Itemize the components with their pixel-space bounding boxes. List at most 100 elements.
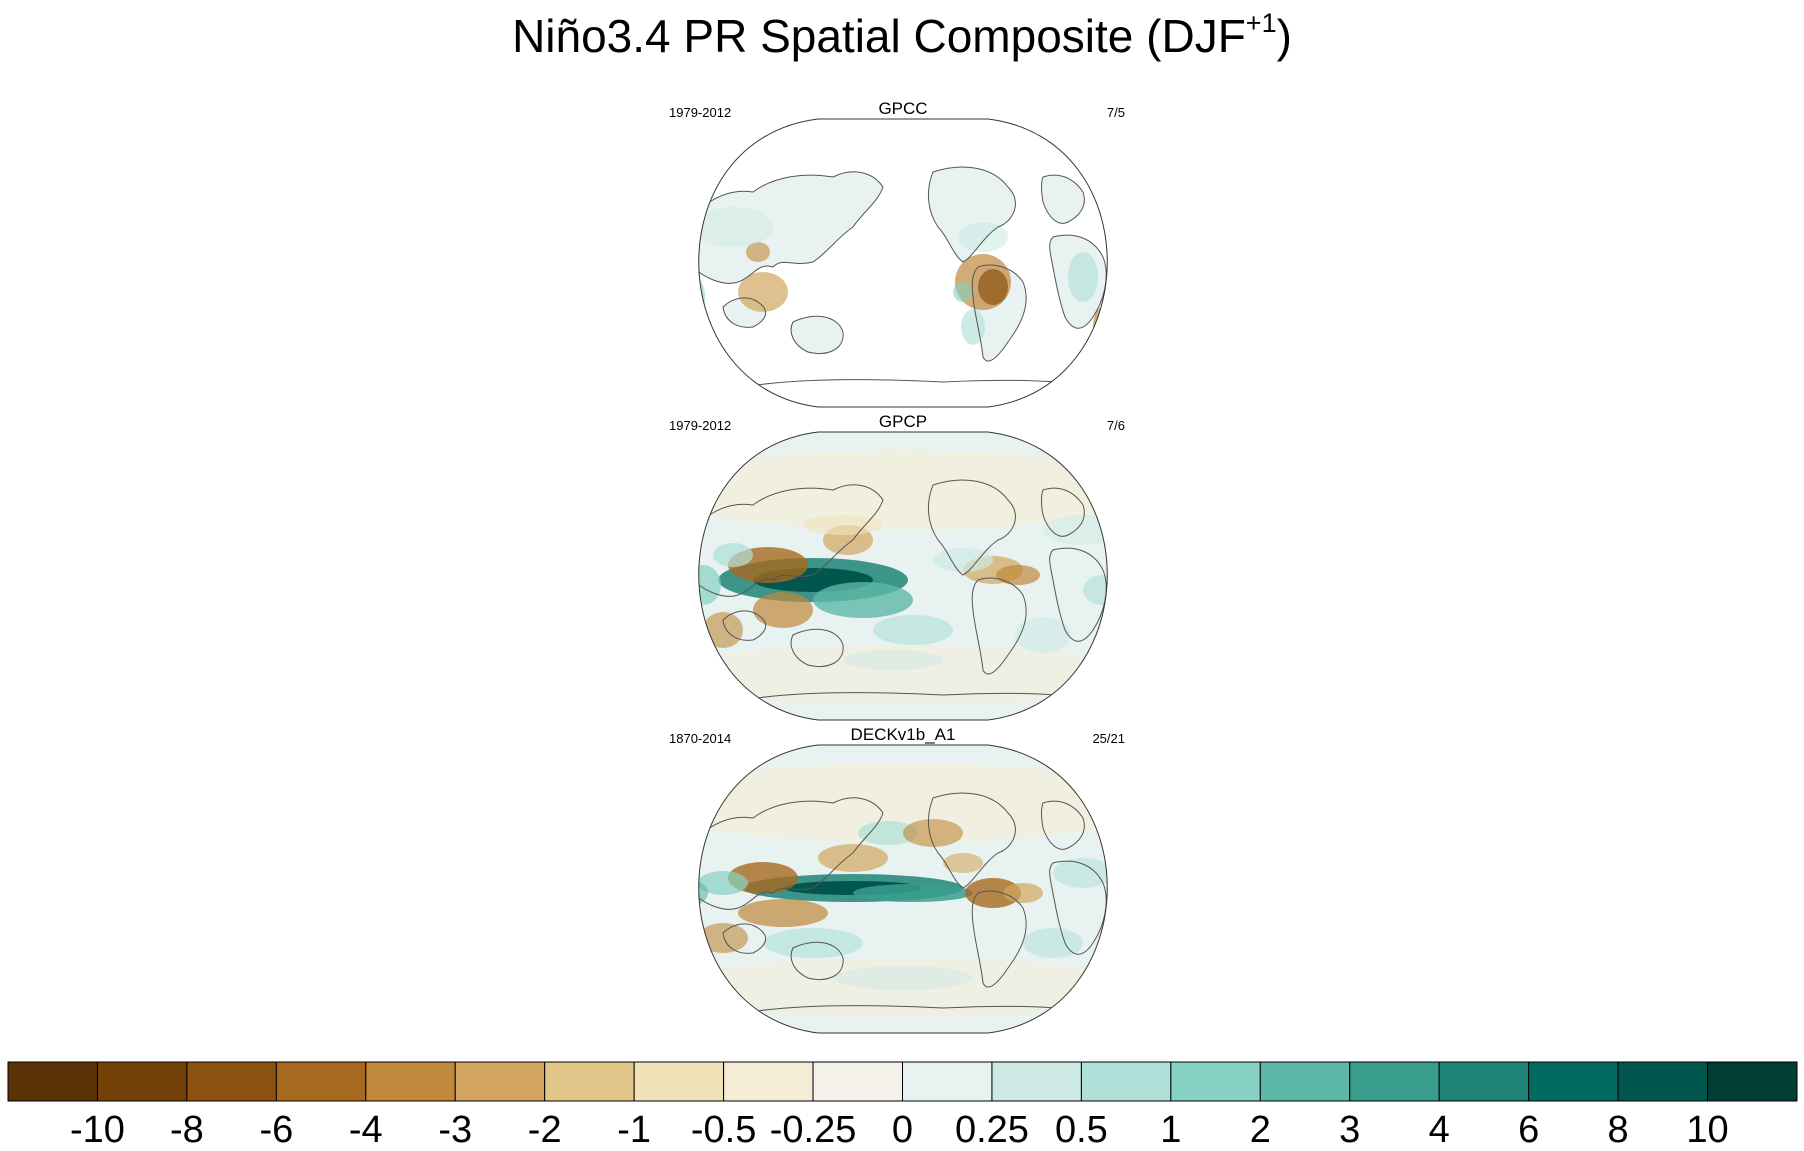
colorbar-label: 3 <box>1339 1109 1360 1151</box>
anomaly-region <box>763 928 863 958</box>
anomaly-region <box>713 543 753 567</box>
coastline <box>1041 174 1085 224</box>
panel-gpcc: GPCC 1979-2012 7/5 <box>663 99 1143 411</box>
colorbar-box <box>454 1061 546 1102</box>
colorbar-box <box>1259 1061 1351 1102</box>
anomaly-region <box>978 269 1008 305</box>
colorbar-box <box>365 1061 456 1102</box>
coastline <box>1041 487 1085 537</box>
anomaly-region <box>953 282 973 302</box>
colorbar-label: -10 <box>70 1109 125 1151</box>
colorbar-box <box>633 1061 725 1102</box>
panel-title: GPCC <box>878 99 928 118</box>
colorbar-box <box>1170 1061 1261 1102</box>
coastline <box>722 610 767 641</box>
anomaly-region <box>843 650 943 670</box>
anomaly-region <box>996 565 1040 585</box>
coastline <box>1041 800 1085 850</box>
anomaly-region <box>943 853 983 873</box>
colorbar-label: 1 <box>1160 1109 1181 1151</box>
colorbar-label: -4 <box>349 1109 383 1151</box>
anomaly-region <box>803 515 883 535</box>
colorbar-label: 6 <box>1518 1109 1539 1151</box>
coastline <box>927 792 1016 889</box>
map-deckv1b-a1 <box>698 744 1108 1034</box>
panel-count: 25/21 <box>1092 731 1125 746</box>
colorbar-box <box>186 1061 277 1102</box>
coastline <box>1049 860 1107 955</box>
colorbar-label: -2 <box>528 1109 562 1151</box>
anomaly-region <box>698 565 721 605</box>
coastline <box>722 297 767 328</box>
coastline <box>971 577 1027 675</box>
colorbar-box <box>902 1061 993 1102</box>
coastline <box>790 628 844 667</box>
anomaly-region <box>1023 928 1083 958</box>
coastline <box>971 890 1027 988</box>
colorbar-label: 2 <box>1250 1109 1271 1151</box>
map-gpcc <box>698 118 1108 408</box>
anomaly-region <box>753 592 813 628</box>
colorbar-box <box>1707 1061 1798 1102</box>
colorbar-box <box>1617 1061 1709 1102</box>
anomaly-region <box>738 272 788 312</box>
colorbar-box <box>991 1061 1082 1102</box>
panel-period: 1870-2014 <box>669 731 732 746</box>
anomaly-region <box>1083 575 1108 605</box>
coastline <box>927 166 1016 263</box>
panel-title: GPCP <box>878 412 928 431</box>
colorbar-label: -0.5 <box>691 1109 756 1151</box>
anomaly-region <box>1053 858 1108 888</box>
colorbar-box <box>1080 1061 1172 1102</box>
anomaly-region <box>873 615 953 645</box>
anomaly-region <box>698 871 748 895</box>
panel-title: DECKv1b_A1 <box>850 725 956 744</box>
coastline <box>927 479 1016 576</box>
colorbar-box <box>812 1061 903 1102</box>
colorbar-label: -8 <box>170 1109 204 1151</box>
anomaly-region <box>703 612 743 648</box>
coastline <box>698 171 884 284</box>
coastline <box>790 315 844 354</box>
coastline <box>790 941 844 980</box>
anomaly-region <box>746 242 770 262</box>
colorbar-label: 4 <box>1429 1109 1450 1151</box>
anomaly-region <box>1015 617 1071 653</box>
panel-period: 1979-2012 <box>669 418 732 433</box>
colorbar-box <box>723 1061 814 1102</box>
map-gpcp <box>698 431 1108 721</box>
colorbar-label: 0.5 <box>1055 1109 1108 1151</box>
colorbar-box <box>7 1061 98 1102</box>
figure-title: Niño3.4 PR Spatial Composite (DJF+1) <box>512 8 1292 63</box>
colorbar-box <box>1528 1061 1619 1102</box>
anomaly-region <box>958 222 1008 252</box>
anomaly-region <box>698 207 773 247</box>
colorbar-label: 0 <box>892 1109 913 1151</box>
anomaly-region <box>813 582 913 618</box>
anomaly-region <box>818 844 888 872</box>
panel-period: 1979-2012 <box>669 105 732 120</box>
colorbar-label: 10 <box>1686 1109 1728 1151</box>
colorbar-box <box>275 1061 367 1102</box>
panel-gpcp: GPCP 1979-2012 7/6 <box>663 412 1143 724</box>
anomaly-region <box>853 884 973 902</box>
anomaly-region <box>903 819 963 847</box>
anomaly-region <box>961 309 985 345</box>
coastline <box>1049 547 1107 642</box>
colorbar-box <box>1349 1061 1440 1102</box>
colorbar-label: -0.25 <box>770 1109 857 1151</box>
anomaly-region <box>858 821 918 845</box>
colorbar-label: 8 <box>1608 1109 1629 1151</box>
colorbar-label: 0.25 <box>955 1109 1029 1151</box>
coastline <box>1049 234 1107 329</box>
anomaly-region <box>738 899 828 927</box>
anomaly-region <box>833 966 973 990</box>
panel-count: 7/5 <box>1106 105 1125 120</box>
coastline <box>722 923 767 954</box>
panel-deckv1b-a1: DECKv1b_A1 1870-2014 25/21 <box>663 725 1143 1037</box>
colorbar-label: -1 <box>617 1109 651 1151</box>
anomaly-region <box>698 923 748 953</box>
colorbar-box <box>544 1061 635 1102</box>
anomaly-region <box>1068 252 1098 302</box>
